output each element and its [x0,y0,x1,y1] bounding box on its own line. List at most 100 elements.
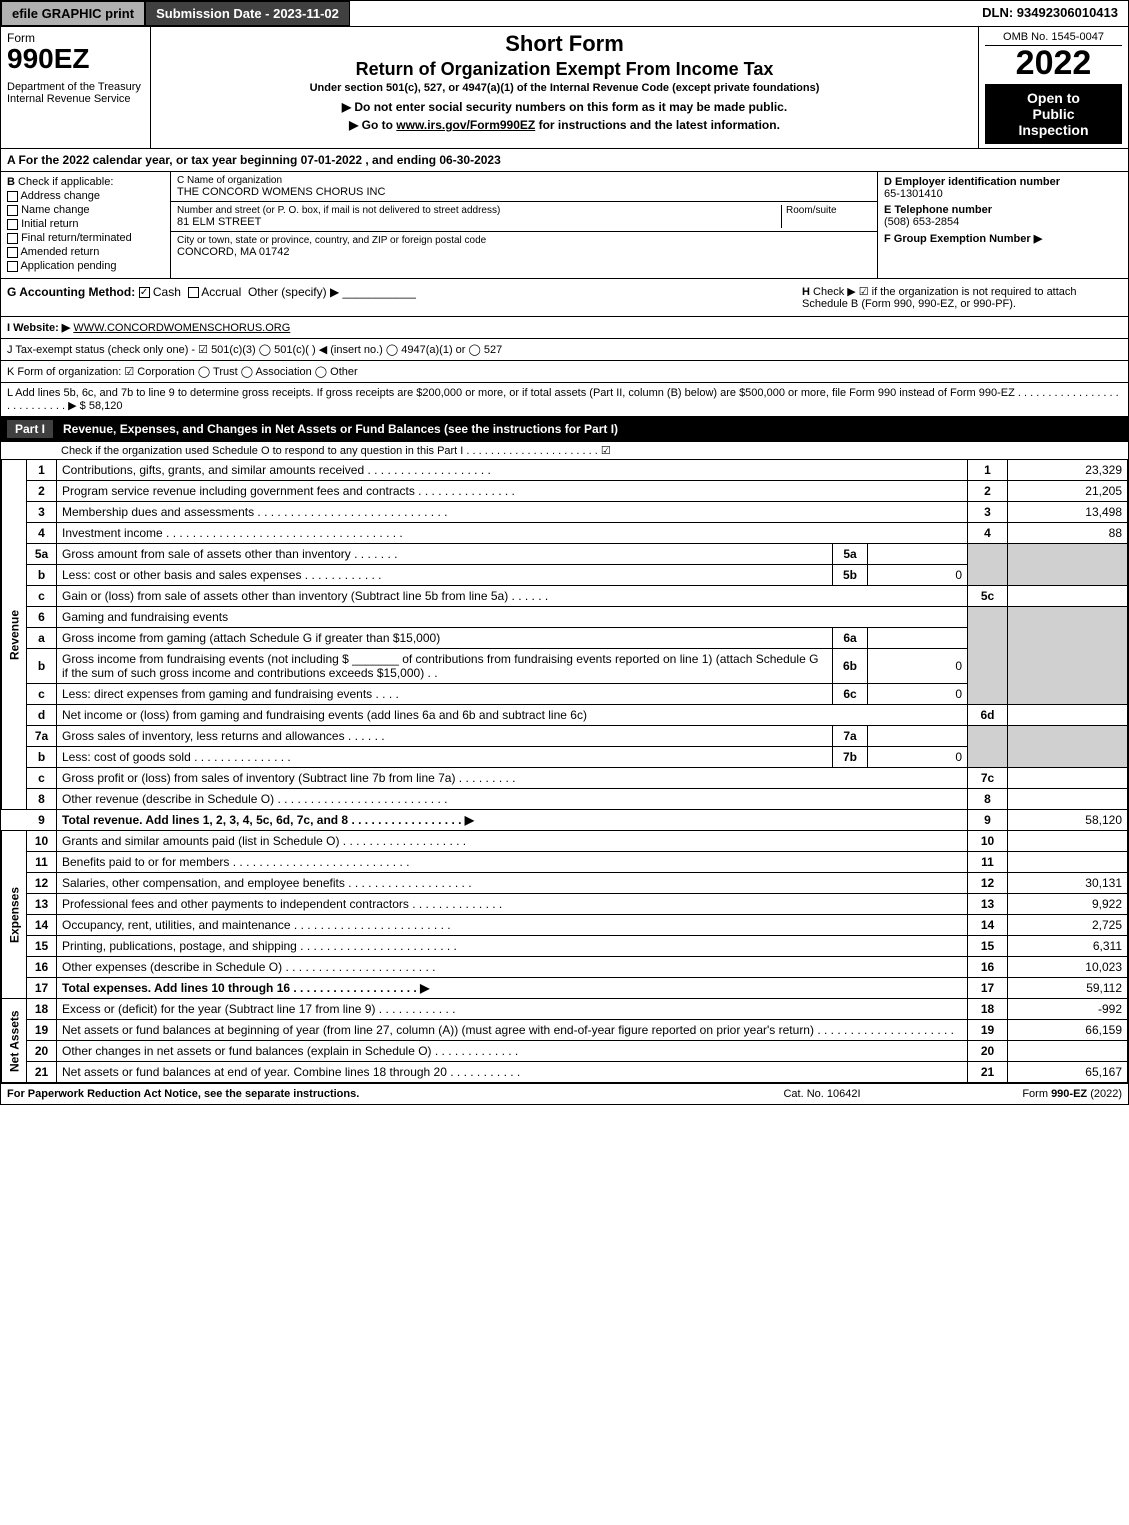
ln-5c: c [27,586,57,607]
chk-amended-return[interactable]: Amended return [7,246,164,258]
i-website-link[interactable]: WWW.CONCORDWOMENSCHORUS.ORG [73,322,290,334]
desc-2: Program service revenue including govern… [57,481,968,502]
h-text: Check ▶ ☑ if the organization is not req… [802,286,1077,310]
title-short-form: Short Form [157,31,972,57]
sublbl-6a: 6a [833,628,868,649]
desc-7c: Gross profit or (loss) from sales of inv… [57,768,968,789]
ln-9: 9 [27,810,57,831]
chk-name-change[interactable]: Name change [7,204,164,216]
ln-21: 21 [27,1062,57,1083]
desc-15: Printing, publications, postage, and shi… [57,936,968,957]
shade-6abc [968,607,1008,705]
desc-10: Grants and similar amounts paid (list in… [57,831,968,852]
amt-2: 21,205 [1008,481,1128,502]
desc-5c: Gain or (loss) from sale of assets other… [57,586,968,607]
subval-6c: 0 [868,684,968,705]
shade-5ab [968,544,1008,586]
chk-address-change[interactable]: Address change [7,190,164,202]
section-i-website: I Website: ▶ WWW.CONCORDWOMENSCHORUS.ORG [1,316,1128,338]
subval-6b: 0 [868,649,968,684]
g-accounting: G Accounting Method: ✓ Cash Accrual Othe… [7,285,802,310]
desc-9: Total revenue. Add lines 1, 2, 3, 4, 5c,… [57,810,968,831]
chk-application-pending[interactable]: Application pending [7,260,164,272]
desc-20: Other changes in net assets or fund bala… [57,1041,968,1062]
form-990ez: efile GRAPHIC print Submission Date - 20… [0,0,1129,1105]
amt-1: 23,329 [1008,460,1128,481]
c-street-val: 81 ELM STREET [177,216,781,228]
amt-15: 6,311 [1008,936,1128,957]
cell-city: City or town, state or province, country… [171,232,877,261]
chk-cash[interactable]: ✓ [139,287,150,298]
topbar: efile GRAPHIC print Submission Date - 20… [1,1,1128,26]
col-b-checkboxes: B Check if applicable: Address change Na… [1,172,171,278]
ln-17: 17 [27,978,57,999]
ln-16: 16 [27,957,57,978]
ln-6c: c [27,684,57,705]
c-city-val: CONCORD, MA 01742 [177,246,871,258]
numlbl-4: 4 [968,523,1008,544]
desc-7b: Less: cost of goods sold . . . . . . . .… [57,747,833,768]
sublbl-6b: 6b [833,649,868,684]
numlbl-10: 10 [968,831,1008,852]
subtitle: Under section 501(c), 527, or 4947(a)(1)… [157,82,972,94]
d-ein: D Employer identification number 65-1301… [884,176,1122,200]
chk-final-return[interactable]: Final return/terminated [7,232,164,244]
open-line1: Open to [989,90,1118,106]
numlbl-20: 20 [968,1041,1008,1062]
l-val: 58,120 [89,400,123,412]
ln-7b: b [27,747,57,768]
ln-2: 2 [27,481,57,502]
irs-link[interactable]: www.irs.gov/Form990EZ [396,118,535,132]
col-c-org-info: C Name of organization THE CONCORD WOMEN… [171,172,878,278]
chk-accrual[interactable] [188,287,199,298]
b-label: B [7,176,15,188]
ln-14: 14 [27,915,57,936]
part-1-sub: Check if the organization used Schedule … [1,442,1128,459]
header-right: OMB No. 1545-0047 2022 Open to Public In… [978,27,1128,148]
ln-18: 18 [27,999,57,1020]
c-name-val: THE CONCORD WOMENS CHORUS INC [177,186,871,198]
dept-label: Department of the Treasury [7,81,144,93]
efile-print-button[interactable]: efile GRAPHIC print [1,1,145,26]
sublbl-7a: 7a [833,726,868,747]
desc-5b: Less: cost or other basis and sales expe… [57,565,833,586]
amt-10 [1008,831,1128,852]
desc-8: Other revenue (describe in Schedule O) .… [57,789,968,810]
chk-initial-return[interactable]: Initial return [7,218,164,230]
footer-right: Form 990-EZ (2022) [922,1088,1122,1100]
f-label: F Group Exemption Number ▶ [884,232,1122,245]
shade-7ab-amt [1008,726,1128,768]
amt-5c [1008,586,1128,607]
numlbl-8: 8 [968,789,1008,810]
numlbl-6d: 6d [968,705,1008,726]
ln-19: 19 [27,1020,57,1041]
ln-6: 6 [27,607,57,628]
submission-date-button[interactable]: Submission Date - 2023-11-02 [145,1,350,26]
sublbl-7b: 7b [833,747,868,768]
desc-18: Excess or (deficit) for the year (Subtra… [57,999,968,1020]
numlbl-3: 3 [968,502,1008,523]
h-schedule-b: H Check ▶ ☑ if the organization is not r… [802,285,1122,310]
desc-21: Net assets or fund balances at end of ye… [57,1062,968,1083]
amt-8 [1008,789,1128,810]
desc-6: Gaming and fundraising events [57,607,968,628]
e-val: (508) 653-2854 [884,216,1122,228]
desc-19: Net assets or fund balances at beginning… [57,1020,968,1041]
side-netassets: Net Assets [2,999,27,1083]
footer-left: For Paperwork Reduction Act Notice, see … [7,1088,722,1100]
ln-7c: c [27,768,57,789]
l-text: L Add lines 5b, 6c, and 7b to line 9 to … [7,387,1119,412]
f-group: F Group Exemption Number ▶ [884,232,1122,245]
public-note: ▶ Do not enter social security numbers o… [157,100,972,114]
amt-13: 9,922 [1008,894,1128,915]
shade-5ab-amt [1008,544,1128,586]
ln-1: 1 [27,460,57,481]
sublbl-5a: 5a [833,544,868,565]
open-line2: Public [989,106,1118,122]
dln-label: DLN: 93492306010413 [972,1,1128,26]
ln-5b: b [27,565,57,586]
part-1-header: Part I Revenue, Expenses, and Changes in… [1,416,1128,442]
numlbl-11: 11 [968,852,1008,873]
amt-3: 13,498 [1008,502,1128,523]
numlbl-21: 21 [968,1062,1008,1083]
